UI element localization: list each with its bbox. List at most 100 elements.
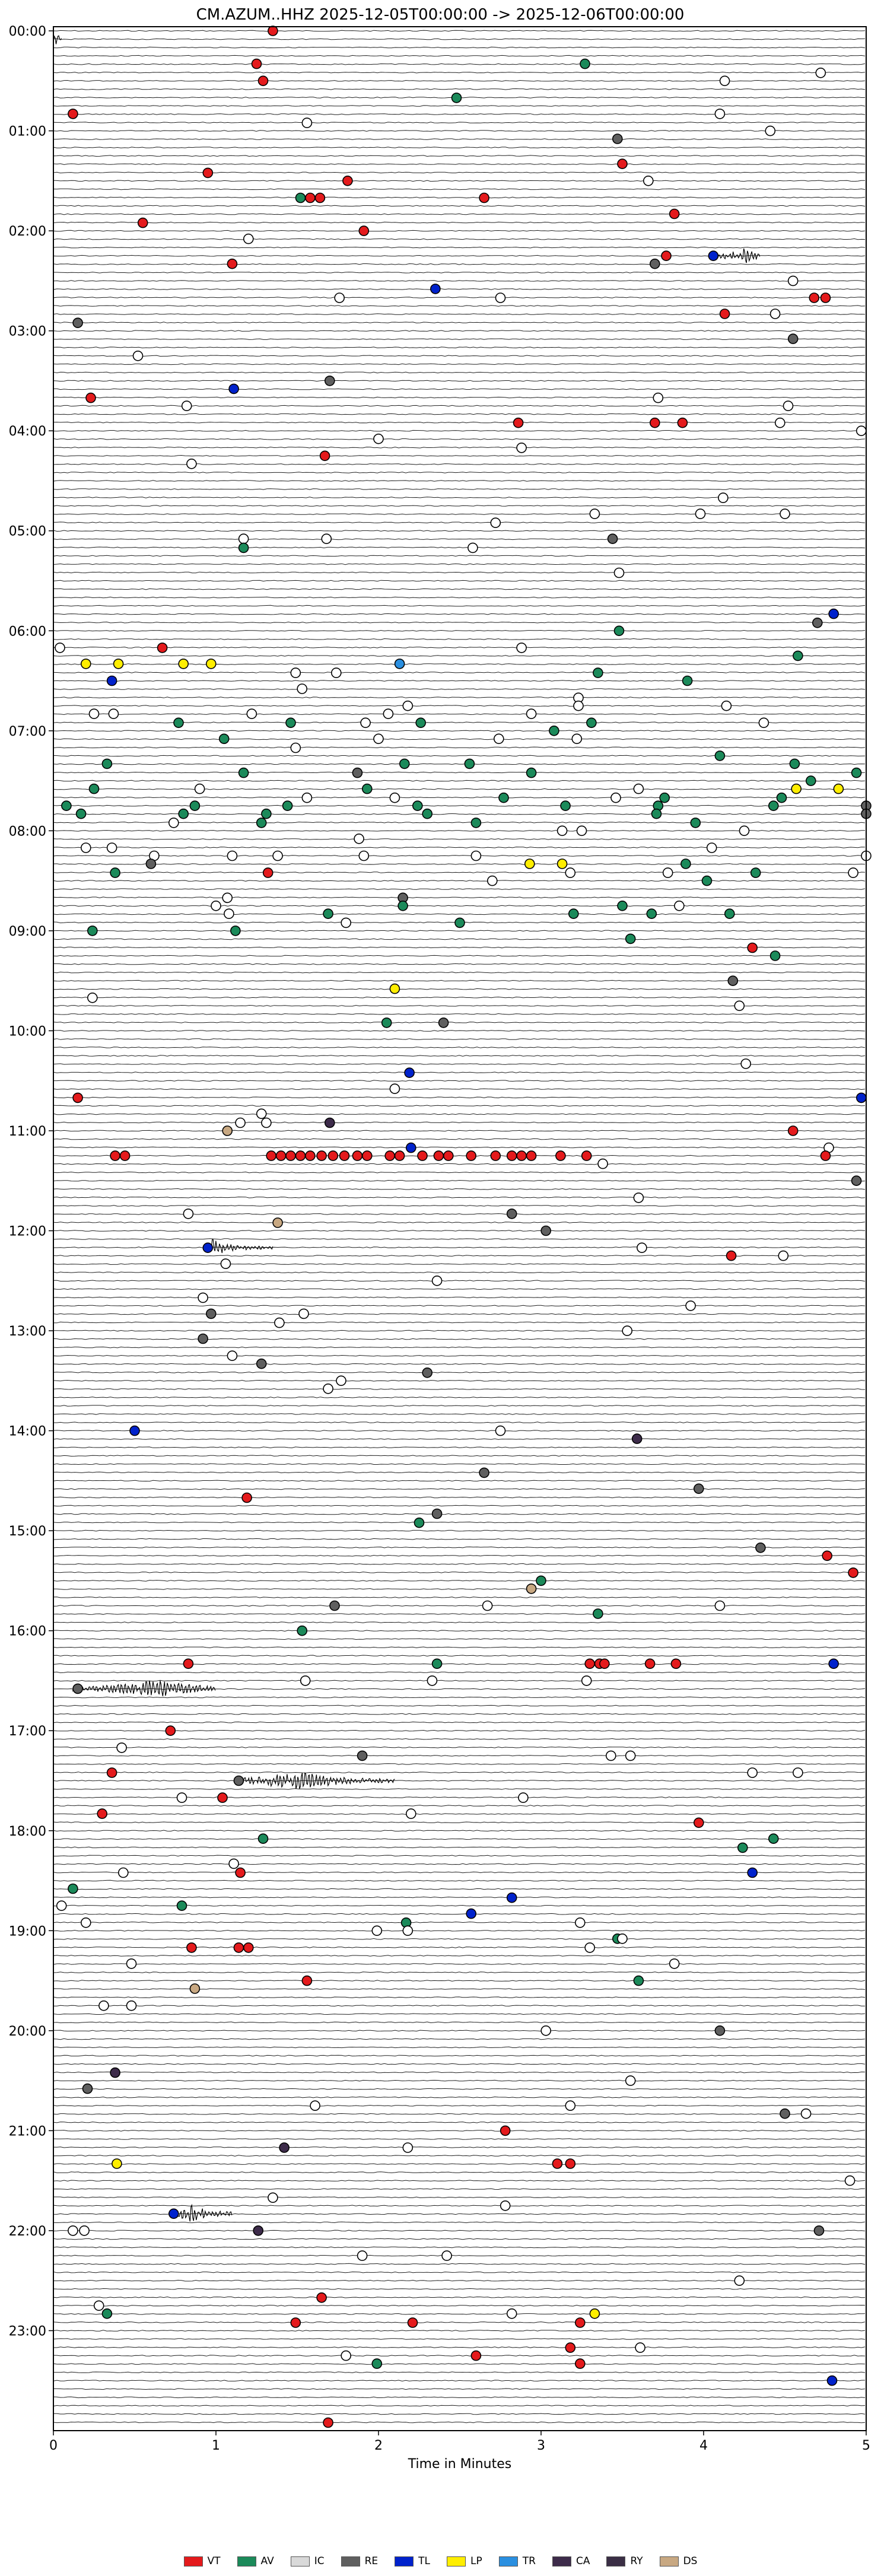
- event-marker-lp: [833, 783, 844, 794]
- trace-row: [53, 2079, 866, 2082]
- trace-row: [53, 1271, 866, 1274]
- x-tick-label: 5: [862, 2438, 870, 2453]
- event-marker-vt: [323, 2417, 333, 2428]
- trace-row: [53, 472, 866, 473]
- trace-row: [53, 2104, 866, 2107]
- trace-row: [53, 1488, 866, 1490]
- trace-row: [53, 847, 866, 848]
- x-tick-label: 1: [212, 2438, 220, 2453]
- trace-row: [53, 221, 866, 224]
- event-marker-ic: [490, 517, 501, 529]
- event-marker-lp: [205, 659, 217, 669]
- event-marker-av: [526, 767, 537, 778]
- event-marker-ic: [584, 1942, 596, 1953]
- legend-swatch: [237, 2556, 256, 2567]
- signal-burst: [170, 2203, 233, 2222]
- trace-row: [53, 163, 866, 166]
- event-marker-av: [724, 908, 735, 919]
- event-marker-re: [357, 1750, 368, 1761]
- trace-row: [53, 305, 866, 307]
- event-marker-vt: [110, 1150, 120, 1161]
- trace-row: [53, 263, 865, 265]
- event-marker-ic: [758, 717, 769, 729]
- event-marker-ic: [118, 1867, 129, 1878]
- trace-row: [53, 1630, 866, 1632]
- event-marker-vt: [417, 1150, 428, 1161]
- event-marker-av: [110, 867, 120, 878]
- y-tick-label: 19:00: [9, 1924, 46, 1939]
- event-marker-ic: [227, 850, 238, 861]
- trace-row: [53, 2388, 866, 2390]
- y-axis: 00:00 01:00 02:00 03:00 04:00 05:00 06:00 07:00…: [9, 24, 53, 2339]
- y-tick-label: 12:00: [9, 1225, 46, 1239]
- trace-row: [53, 380, 866, 382]
- trace-row: [53, 1471, 866, 1474]
- trace-row: [53, 1146, 866, 1149]
- legend-label: RE: [364, 2555, 379, 2567]
- event-marker-ic: [625, 2075, 636, 2086]
- trace-row: [53, 1330, 866, 1332]
- trace-row: [53, 1171, 866, 1173]
- trace-row: [53, 672, 866, 673]
- trace-row: [53, 1671, 866, 1674]
- trace-row: [53, 530, 866, 532]
- event-marker-lp: [113, 659, 124, 669]
- y-tick-label: 20:00: [9, 2024, 46, 2039]
- event-marker-re: [812, 618, 823, 628]
- trace-row: [53, 2355, 866, 2356]
- trace-row: [53, 1388, 866, 1390]
- trace-row: [53, 2346, 866, 2348]
- trace-row: [53, 655, 866, 657]
- event-marker-av: [87, 926, 98, 936]
- event-marker-ic: [336, 1375, 346, 1386]
- event-marker-re: [506, 1209, 517, 1219]
- trace-row: [53, 1713, 866, 1715]
- event-marker-vt: [394, 1150, 405, 1161]
- trace-row: [53, 147, 866, 149]
- trace-row: [53, 2138, 866, 2140]
- event-marker-vt: [787, 1125, 799, 1136]
- event-marker-av: [498, 792, 509, 803]
- event-marker-vt: [352, 1150, 363, 1161]
- legend-item-re: RE: [341, 2555, 379, 2567]
- event-marker-av: [793, 650, 803, 662]
- trace-row: [53, 1363, 866, 1365]
- event-marker-ic: [402, 1925, 414, 1936]
- event-marker-av: [651, 808, 662, 819]
- trace-row: [53, 1496, 866, 1499]
- event-marker-ic: [290, 742, 301, 753]
- event-marker-ic: [540, 2025, 552, 2036]
- legend: VT AV IC RE TL LP TR CA RY DS: [0, 2552, 881, 2570]
- event-marker-ic: [674, 901, 685, 911]
- event-marker-ic: [613, 567, 625, 578]
- trace-row: [53, 2304, 866, 2307]
- event-marker-av: [682, 675, 693, 686]
- event-marker-re: [714, 2025, 726, 2036]
- event-marker-ic: [653, 392, 664, 403]
- event-marker-lp: [556, 858, 568, 869]
- trace-row: [53, 1338, 866, 1340]
- trace-row: [53, 1613, 866, 1615]
- trace-row: [53, 621, 866, 624]
- trace-row: [53, 2171, 866, 2173]
- event-marker-ic: [574, 1917, 586, 1928]
- trace-row: [53, 1038, 866, 1040]
- event-marker-vt: [157, 643, 168, 653]
- y-tick-label: 22:00: [9, 2224, 46, 2239]
- event-marker-ic: [183, 1209, 194, 1219]
- trace-row: [53, 1188, 866, 1190]
- trace-row: [53, 1896, 866, 1898]
- event-marker-ic: [495, 1425, 506, 1436]
- trace-row: [53, 2005, 865, 2007]
- event-marker-ic: [493, 733, 504, 745]
- event-marker-vt: [85, 392, 96, 403]
- trace-row: [53, 2296, 866, 2298]
- trace-row: [53, 955, 866, 957]
- trace-row: [53, 363, 866, 365]
- event-marker-av: [238, 542, 249, 554]
- event-marker-vt: [319, 450, 330, 462]
- x-tick-label: 2: [374, 2438, 383, 2453]
- event-marker-vt: [694, 1817, 704, 1828]
- event-marker-av: [549, 726, 559, 736]
- trace-row: [53, 613, 866, 615]
